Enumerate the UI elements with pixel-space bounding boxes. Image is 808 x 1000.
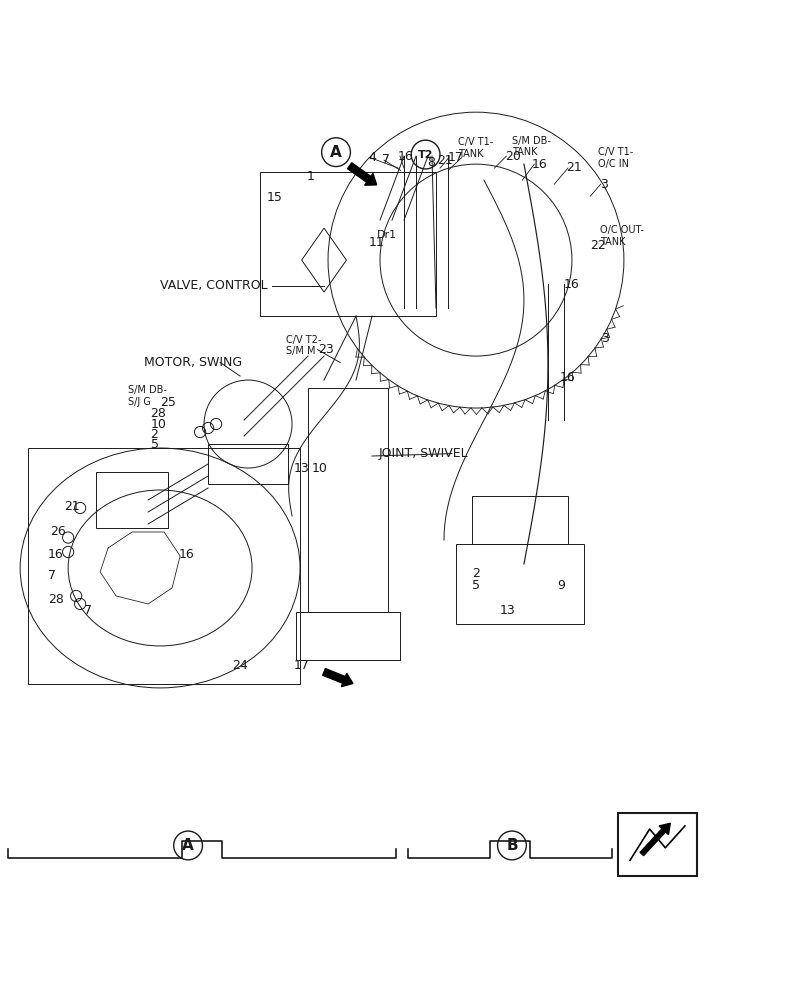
- Text: C/V T2-
S/M M: C/V T2- S/M M: [286, 335, 321, 356]
- Text: 16: 16: [560, 371, 575, 384]
- Text: 20: 20: [505, 150, 520, 163]
- Text: 4: 4: [368, 151, 376, 164]
- Text: 11: 11: [368, 236, 385, 249]
- Text: 2: 2: [472, 567, 480, 580]
- Text: 24: 24: [232, 659, 248, 672]
- Text: 23: 23: [318, 343, 335, 356]
- Text: S/M DB-
S/J G: S/M DB- S/J G: [128, 385, 167, 407]
- Bar: [296, 612, 400, 660]
- Text: C/V T1-
O/C IN: C/V T1- O/C IN: [598, 147, 633, 169]
- Bar: [456, 544, 584, 624]
- Text: Dr1: Dr1: [377, 230, 397, 240]
- Text: 16: 16: [179, 548, 194, 561]
- Text: S/M DB-
TANK: S/M DB- TANK: [512, 136, 551, 157]
- Text: MOTOR, SWING: MOTOR, SWING: [144, 356, 242, 369]
- Text: 10: 10: [312, 462, 328, 475]
- Text: 26: 26: [50, 525, 65, 538]
- Bar: [618, 813, 696, 876]
- Text: 16: 16: [532, 158, 548, 171]
- Bar: [96, 472, 168, 528]
- Text: 16: 16: [564, 278, 579, 291]
- Text: 25: 25: [160, 396, 176, 409]
- Text: JOINT, SWIVEL: JOINT, SWIVEL: [378, 447, 468, 460]
- Bar: [472, 496, 568, 544]
- Text: 1: 1: [306, 170, 314, 183]
- Text: 16: 16: [398, 150, 414, 163]
- Text: 21: 21: [566, 161, 582, 174]
- Text: 8: 8: [427, 156, 436, 169]
- FancyArrow shape: [322, 669, 353, 687]
- Text: 2: 2: [150, 428, 158, 441]
- Text: 15: 15: [267, 191, 282, 204]
- Text: T2: T2: [418, 150, 433, 160]
- Text: 3: 3: [600, 178, 608, 191]
- Text: O/C OUT-
TANK: O/C OUT- TANK: [600, 225, 644, 247]
- Bar: [308, 388, 388, 612]
- Text: 17: 17: [293, 659, 309, 672]
- Text: 5: 5: [150, 438, 158, 451]
- FancyArrow shape: [347, 163, 377, 185]
- Text: 22: 22: [591, 239, 606, 252]
- Text: VALVE, CONTROL: VALVE, CONTROL: [160, 279, 267, 292]
- Text: 21: 21: [438, 154, 453, 167]
- Text: A: A: [183, 838, 194, 853]
- Text: A: A: [330, 145, 342, 160]
- Bar: [208, 444, 288, 484]
- Text: 13: 13: [500, 604, 516, 617]
- Text: 21: 21: [64, 500, 80, 513]
- Text: 28: 28: [48, 593, 64, 606]
- Text: 3: 3: [600, 332, 608, 345]
- Text: 13: 13: [293, 462, 309, 475]
- Bar: [260, 172, 436, 316]
- Bar: [28, 448, 300, 684]
- Text: 28: 28: [150, 407, 166, 420]
- Text: B: B: [506, 838, 518, 853]
- Text: 16: 16: [48, 548, 64, 561]
- Text: 17: 17: [447, 151, 463, 164]
- Text: 7: 7: [382, 153, 390, 166]
- FancyArrow shape: [640, 823, 671, 856]
- Text: 7: 7: [48, 569, 56, 582]
- Text: 10: 10: [150, 418, 166, 431]
- Text: 9: 9: [558, 579, 566, 592]
- Text: C/V T1-
TANK: C/V T1- TANK: [458, 137, 494, 159]
- Text: 5: 5: [472, 579, 480, 592]
- Text: 7: 7: [84, 604, 92, 617]
